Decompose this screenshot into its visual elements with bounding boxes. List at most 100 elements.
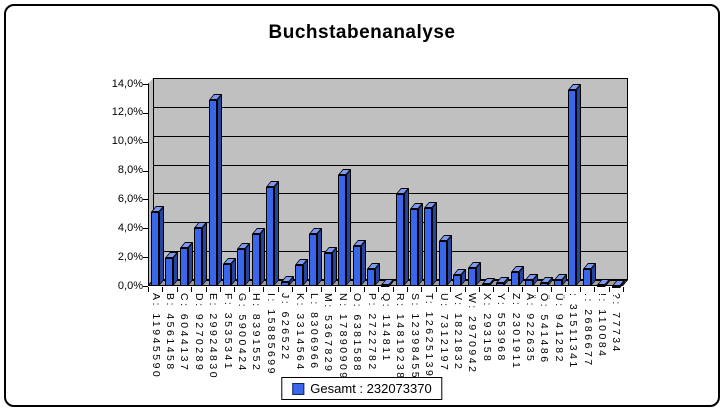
y-axis-label: 14,0%	[111, 77, 143, 90]
bar-Z[interactable]	[510, 265, 524, 286]
x-axis-tick	[392, 287, 394, 292]
x-axis-tick	[234, 287, 236, 292]
bar-D[interactable]	[194, 222, 208, 286]
bar-Q[interactable]	[381, 279, 395, 288]
bar-space[interactable]	[568, 84, 582, 286]
bar-N[interactable]	[338, 168, 352, 286]
bar-O[interactable]	[352, 240, 366, 286]
bar-front-face	[510, 271, 519, 286]
x-axis-tick	[608, 287, 610, 292]
bar-side-face	[159, 205, 164, 286]
bar-front-face	[266, 187, 275, 286]
bar-R[interactable]	[395, 187, 409, 286]
bar-.[interactable]	[582, 263, 596, 286]
gridline	[153, 106, 628, 108]
bar-S[interactable]	[410, 202, 424, 286]
bar-Ö[interactable]	[539, 276, 553, 286]
y-axis-tick	[143, 141, 148, 143]
bar-front-face	[424, 207, 433, 286]
bar-M[interactable]	[323, 246, 337, 286]
x-axis-tick	[594, 287, 596, 292]
x-axis-tick	[522, 287, 524, 292]
bar-side-face	[274, 181, 280, 286]
x-axis-label: .: 2686677	[581, 293, 594, 368]
x-axis-tick	[277, 287, 279, 292]
bar-front-face	[194, 228, 203, 286]
x-axis-label: M: 5367829	[322, 293, 335, 374]
bar-K[interactable]	[294, 259, 308, 286]
bar-front-face	[338, 174, 347, 286]
bar-front-face	[237, 249, 246, 286]
x-axis-tick	[421, 287, 423, 292]
bar-side-face	[331, 246, 337, 286]
y-axis-label: 8,0%	[117, 164, 143, 177]
x-axis-tick	[536, 287, 538, 292]
bar-E[interactable]	[208, 93, 222, 286]
x-axis-label: V: 1821832	[451, 293, 464, 372]
bar-front-face	[323, 252, 332, 286]
bar-front-face	[453, 274, 462, 286]
bar-front-face	[467, 267, 476, 286]
bar-W[interactable]	[467, 261, 481, 286]
bar-side-face	[245, 243, 251, 286]
bar-side-face	[187, 242, 193, 286]
x-axis-tick	[320, 287, 322, 292]
x-axis-tick	[579, 287, 581, 292]
bar-Ä[interactable]	[525, 274, 539, 286]
bar-H[interactable]	[251, 227, 265, 286]
bar-side-face	[259, 227, 265, 286]
x-axis-tick	[565, 287, 567, 292]
x-axis-tick	[363, 287, 365, 292]
bar-U[interactable]	[438, 234, 452, 286]
x-axis-tick	[435, 287, 437, 292]
gridline	[153, 251, 628, 253]
x-axis-label: Q: 114811	[380, 293, 392, 363]
bar-F[interactable]	[222, 258, 236, 286]
x-axis-tick	[507, 287, 509, 292]
x-axis-label: ?: 77734	[610, 293, 623, 354]
bar-I[interactable]	[266, 181, 280, 286]
x-axis-tick	[148, 287, 149, 292]
bar-Y[interactable]	[496, 276, 510, 286]
bar-front-face	[280, 282, 289, 286]
x-axis-label: A: 11945590	[149, 293, 162, 380]
bar-front-face	[438, 240, 447, 286]
bar-L[interactable]	[309, 228, 323, 286]
bar-P[interactable]	[366, 263, 380, 286]
bar-Ü[interactable]	[554, 274, 568, 286]
bar-front-face	[366, 269, 375, 286]
x-axis-tick	[551, 287, 553, 292]
bar-A[interactable]	[151, 205, 164, 286]
bar-front-face	[482, 284, 491, 287]
bar-C[interactable]	[179, 242, 193, 286]
legend[interactable]: Gesamt : 232073370	[281, 377, 443, 400]
x-axis-label: L: 8306966	[308, 293, 321, 371]
x-axis-label: : 31511341	[567, 293, 580, 370]
gridline	[153, 222, 628, 224]
x-axis-label: O: 6381588	[351, 293, 364, 373]
bar-B[interactable]	[165, 251, 179, 286]
bar-side-face	[418, 202, 424, 286]
bar-J[interactable]	[280, 276, 294, 286]
x-axis-label: K: 3314564	[293, 293, 306, 372]
x-axis-tick	[176, 287, 178, 292]
bar-![interactable]	[597, 279, 611, 288]
bar-front-face	[410, 208, 419, 286]
x-axis-label: Ü: 941282	[552, 293, 565, 364]
x-axis-tick	[219, 287, 221, 292]
x-axis-label: F: 3535341	[221, 293, 234, 372]
x-axis-tick	[464, 287, 466, 292]
bar-X[interactable]	[482, 278, 496, 287]
bar-side-face	[432, 201, 438, 286]
y-axis-tick	[143, 257, 148, 259]
x-axis-label: X: 293158	[480, 293, 493, 364]
x-axis-label: Y: 553968	[495, 293, 508, 363]
bar-?[interactable]	[611, 279, 625, 288]
bar-T[interactable]	[424, 201, 438, 286]
y-axis-label: 0,0%	[117, 279, 143, 292]
bar-V[interactable]	[453, 268, 467, 286]
x-axis-label: D: 9270289	[192, 293, 205, 373]
bar-side-face	[403, 187, 409, 286]
bar-G[interactable]	[237, 243, 251, 286]
